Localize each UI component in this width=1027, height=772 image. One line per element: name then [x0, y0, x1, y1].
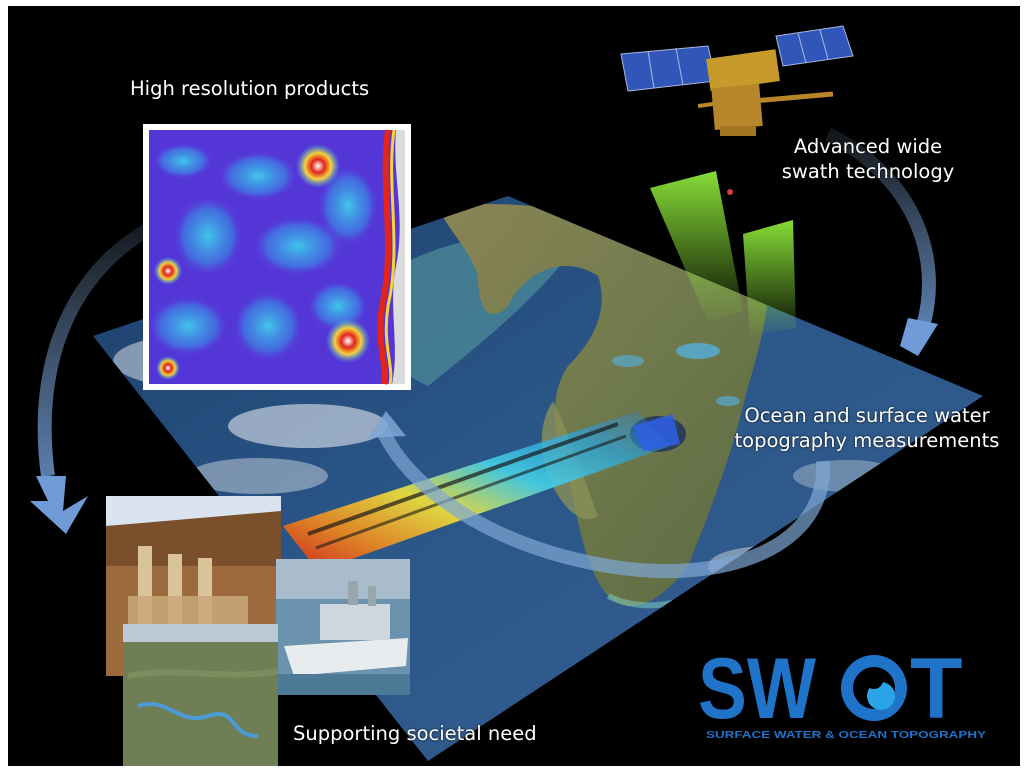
caption-ocean-line1: Ocean and surface water [744, 404, 990, 427]
illustration [30, 25, 983, 766]
svg-text:SW: SW [698, 646, 817, 737]
ship-photo [276, 559, 410, 695]
caption-wide-swath: Advanced wide swath technology [768, 134, 968, 184]
high-resolution-inset [143, 124, 411, 390]
caption-wide-swath-line1: Advanced wide [793, 135, 943, 158]
cycle-arrows [30, 127, 938, 579]
swot-tagline: SURFACE WATER & OCEAN TOPOGRAPHY [706, 730, 986, 741]
satellite-icon [620, 25, 854, 136]
svg-text:T: T [910, 646, 963, 737]
caption-societal-need: Supporting societal need [293, 722, 537, 745]
swot-logo: SW T SURFACE WATER & OCEAN TOPOGRAPHY [698, 646, 986, 741]
caption-ocean-topography: Ocean and surface water topography measu… [720, 403, 1014, 453]
infographic-frame: High resolution products Advanced wide s… [8, 6, 1020, 766]
caption-high-resolution: High resolution products [130, 77, 370, 100]
societal-photos [106, 496, 410, 766]
swot-wordmark: SW T [698, 646, 963, 737]
wetland-photo [123, 624, 279, 766]
caption-wide-swath-line2: swath technology [781, 160, 955, 183]
caption-ocean-line2: topography measurements [734, 429, 1000, 452]
radar-swath-beams [650, 171, 796, 336]
